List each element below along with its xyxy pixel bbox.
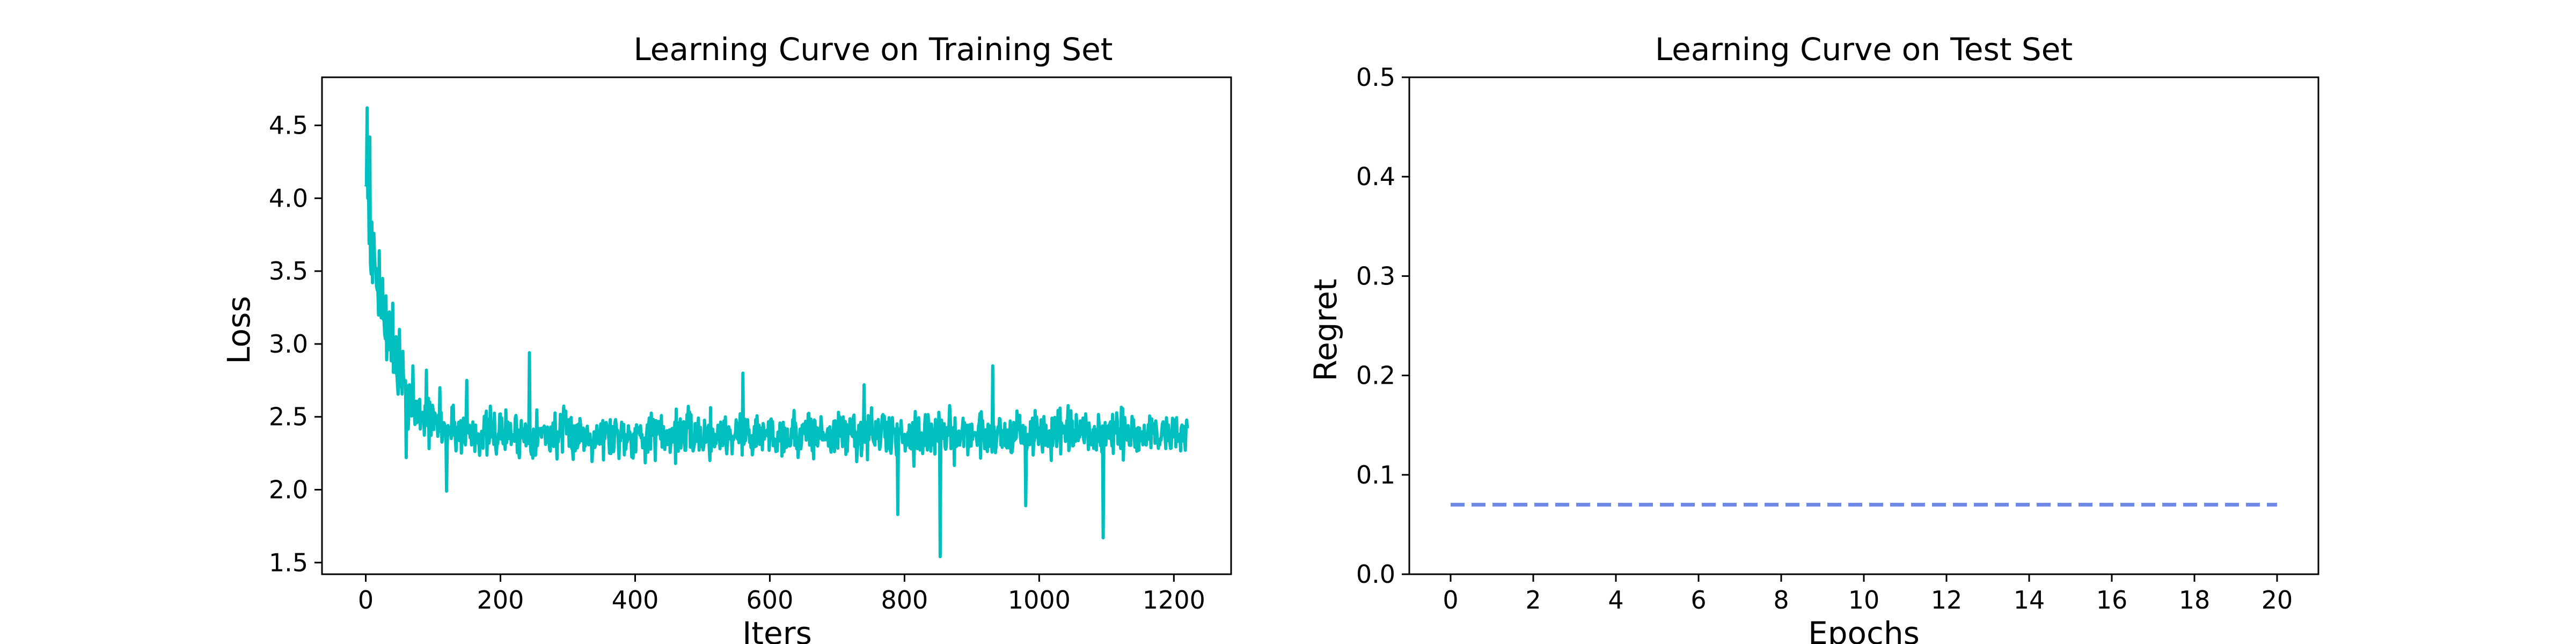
y-tick-label: 2.5 bbox=[269, 402, 308, 431]
x-tick-label: 800 bbox=[881, 586, 928, 614]
chart-title: Learning Curve on Training Set bbox=[634, 31, 1113, 68]
x-tick-label: 20 bbox=[2262, 586, 2293, 614]
chart-title: Learning Curve on Test Set bbox=[1655, 31, 2073, 68]
x-tick-label: 12 bbox=[1931, 586, 1963, 614]
plot-area bbox=[364, 106, 1189, 559]
y-tick-label: 0.3 bbox=[1356, 261, 1395, 290]
x-tick-label: 10 bbox=[1848, 586, 1880, 614]
x-tick-label: 600 bbox=[747, 586, 794, 614]
y-tick-label: 0.5 bbox=[1356, 63, 1395, 92]
x-axis-label: Iters bbox=[742, 615, 812, 644]
plot-frame bbox=[321, 76, 1232, 575]
y-axis-label: Regret bbox=[1307, 279, 1344, 381]
y-tick-label: 1.5 bbox=[269, 548, 308, 577]
x-tick-label: 14 bbox=[2014, 586, 2045, 614]
x-tick-label: 400 bbox=[612, 586, 659, 614]
y-tick-label: 4.5 bbox=[269, 111, 308, 140]
x-tick-label: 2 bbox=[1525, 586, 1541, 614]
x-tick-label: 0 bbox=[358, 586, 374, 614]
y-tick-label: 0.0 bbox=[1356, 560, 1395, 589]
y-tick-label: 3.0 bbox=[269, 330, 308, 358]
y-tick-label: 0.1 bbox=[1356, 460, 1395, 489]
series-line bbox=[364, 106, 1189, 559]
test-regret-chart: Learning Curve on Test Set Epochs Regret… bbox=[1307, 31, 2319, 644]
y-tick-label: 4.0 bbox=[269, 184, 308, 213]
y-tick-label: 0.2 bbox=[1356, 361, 1395, 390]
y-axis-label: Loss bbox=[221, 296, 257, 364]
x-tick-label: 8 bbox=[1773, 586, 1789, 614]
x-tick-label: 1200 bbox=[1143, 586, 1205, 614]
y-tick-label: 3.5 bbox=[269, 257, 308, 286]
y-tick-label: 2.0 bbox=[269, 475, 308, 504]
x-tick-label: 16 bbox=[2096, 586, 2128, 614]
x-tick-label: 18 bbox=[2179, 586, 2211, 614]
x-tick-label: 6 bbox=[1690, 586, 1706, 614]
x-tick-label: 200 bbox=[477, 586, 524, 614]
y-tick-label: 0.4 bbox=[1356, 162, 1395, 191]
x-tick-label: 0 bbox=[1443, 586, 1458, 614]
x-tick-label: 1000 bbox=[1008, 586, 1071, 614]
training-loss-chart: Learning Curve on Training Set Iters Los… bbox=[221, 31, 1232, 644]
x-tick-label: 4 bbox=[1608, 586, 1623, 614]
x-axis-label: Epochs bbox=[1808, 615, 1920, 644]
